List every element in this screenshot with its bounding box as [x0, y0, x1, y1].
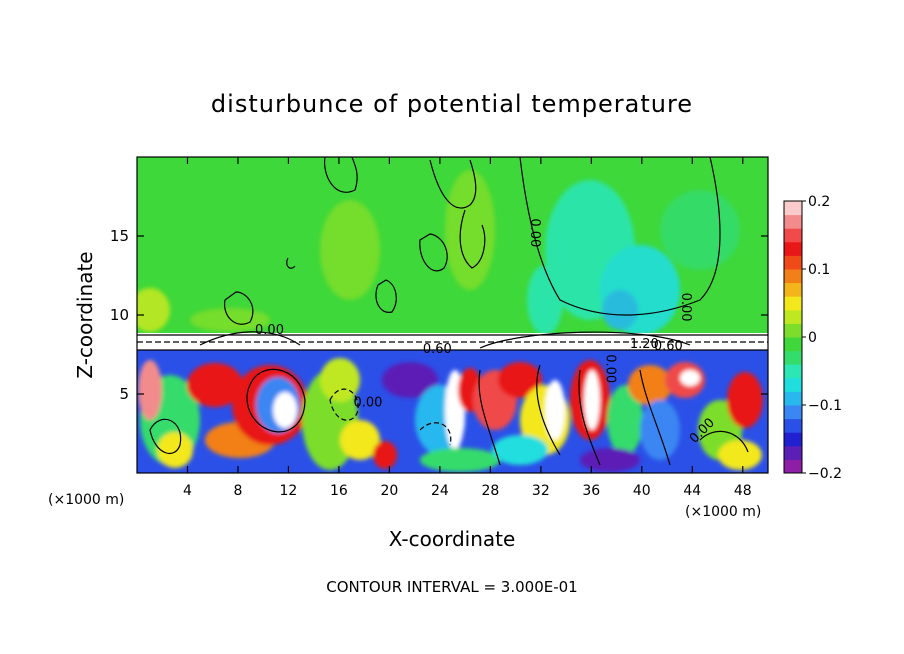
x-tick-label: 28 [481, 483, 499, 499]
colorbar-swatch [784, 228, 802, 243]
colorbar-swatch [784, 350, 802, 365]
x-tick-label: 32 [532, 483, 550, 499]
x-axis-label: X-coordinate [389, 527, 516, 551]
colorbar-swatch [784, 323, 802, 338]
x-unit-label-right: (×1000 m) [685, 504, 761, 520]
contour-label: 0.60 [423, 342, 452, 357]
colorbar-swatch [784, 377, 802, 392]
colorbar-tick-label: 0.2 [808, 194, 830, 210]
contour-label: 0.00 [353, 396, 382, 411]
x-tick-label: 48 [734, 483, 752, 499]
contour-lines [137, 157, 768, 466]
contour-label: 0.00 [602, 354, 617, 383]
colorbar-swatch [784, 459, 802, 474]
x-tick-label: 8 [233, 483, 242, 499]
y-tick-label: 10 [110, 306, 129, 324]
contour-label: 0.00 [678, 293, 693, 322]
colorbar-swatch [784, 391, 802, 406]
colorbar-tick-label: −0.2 [808, 466, 842, 482]
contour-label: 0.00 [527, 218, 542, 247]
upper-field-texture [137, 170, 740, 335]
y-axis-label: Z-coordinate [73, 251, 97, 378]
colorbar-swatch [784, 255, 802, 270]
x-tick-label: 20 [380, 483, 398, 499]
y-tick-label: 5 [119, 385, 129, 403]
colorbar-swatch [784, 309, 802, 324]
colorbar-swatch [784, 405, 802, 420]
colorbar-swatch [784, 445, 802, 460]
colorbar-swatch [784, 241, 802, 256]
chart-title: disturbunce of potential temperature [211, 90, 693, 118]
colorbar-swatch [784, 432, 802, 447]
contour-label: 0.00 [255, 323, 284, 338]
x-tick-label: 24 [431, 483, 449, 499]
y-axis: 5 10 15 [110, 227, 768, 403]
colorbar: 0.2 0.1 0 −0.1 −0.2 [783, 194, 842, 482]
colorbar-tick-label: −0.1 [808, 398, 842, 414]
x-tick-label: 12 [280, 483, 298, 499]
x-tick-label: 4 [183, 483, 192, 499]
colorbar-tick-label: 0 [808, 330, 817, 346]
colorbar-swatch [784, 269, 802, 284]
colorbar-swatch [784, 418, 802, 433]
colorbar-swatch [784, 296, 802, 311]
x-unit-label: (×1000 m) [48, 492, 124, 508]
colorbar-swatch [784, 214, 802, 229]
x-axis: 4 8 12 16 20 24 28 32 36 40 44 48 [183, 157, 752, 499]
contour-interval: CONTOUR INTERVAL = 3.000E-01 [326, 578, 577, 596]
contour-labels: 0.000.000.000.60 1.200.600.000.000.00 [255, 218, 718, 446]
contour-label: 1.20 [630, 337, 659, 352]
x-tick-label: 44 [683, 483, 701, 499]
y-tick-label: 15 [110, 227, 129, 245]
colorbar-swatch [784, 282, 802, 297]
x-tick-label: 40 [633, 483, 651, 499]
colorbar-tick-label: 0.1 [808, 262, 830, 278]
plot-area [137, 157, 768, 473]
colorbar-swatch [784, 201, 802, 216]
contour-label: 0.60 [654, 339, 683, 354]
colorbar-swatch [784, 364, 802, 379]
x-tick-label: 36 [582, 483, 600, 499]
colorbar-swatch [784, 337, 802, 352]
x-tick-label: 16 [330, 483, 348, 499]
